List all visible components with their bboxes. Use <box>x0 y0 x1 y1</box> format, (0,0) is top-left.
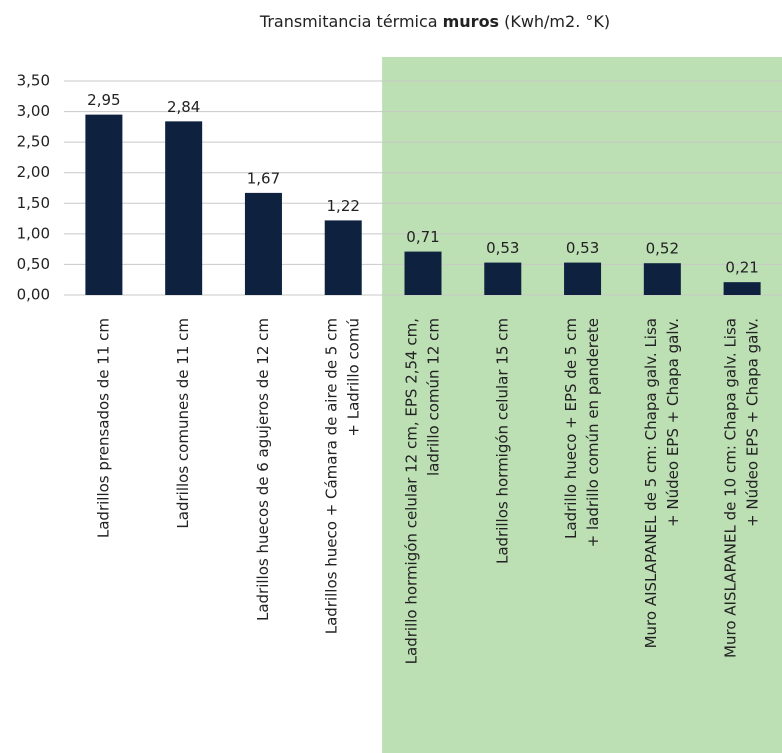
x-tick-label: ladrillo común 12 cm <box>425 318 443 476</box>
x-tick-label: Ladrillo hormigón celular 12 cm, EPS 2,5… <box>403 318 421 664</box>
bar <box>85 114 123 295</box>
bar <box>484 262 522 295</box>
x-tick-label: Muro AISLAPANEL de 5 cm: Chapa galv. Lis… <box>642 318 660 648</box>
x-tick-label: + Núdeo EPS + Chapa galv. <box>744 318 762 527</box>
title-part: (Kwh/m2. °K) <box>504 12 610 31</box>
bar <box>643 263 681 295</box>
bar <box>723 282 761 295</box>
title-bold: muros <box>443 12 499 31</box>
x-tick-label: Muro AISLAPANEL de 10 cm: Chapa galv. Li… <box>722 318 740 658</box>
y-tick-label: 0,00 <box>17 286 50 304</box>
title-part: Transmitancia térmica <box>259 12 438 31</box>
y-tick-label: 0,50 <box>17 255 50 273</box>
x-tick-label: Ladrillo hueco + EPS de 5 cm <box>562 318 580 539</box>
y-tick-label: 1,50 <box>17 194 50 212</box>
x-tick-label: Ladrillos prensados de 11 cm <box>94 318 112 538</box>
y-tick-label: 2,00 <box>17 163 50 181</box>
chart-title: Transmitancia térmica muros (Kwh/m2. °K) <box>259 12 610 31</box>
y-tick-label: 3,50 <box>17 72 50 90</box>
x-tick-label: + ladrillo común en panderete <box>584 318 602 547</box>
bar <box>165 121 203 296</box>
y-tick-label: 1,00 <box>17 224 50 242</box>
value-label: 0,71 <box>406 228 439 246</box>
value-label: 1,67 <box>247 169 280 187</box>
y-tick-label: 3,00 <box>17 102 50 120</box>
value-label: 2,95 <box>87 91 120 109</box>
bar <box>324 220 362 295</box>
value-label: 0,21 <box>725 259 758 277</box>
bar <box>404 251 442 295</box>
x-tick-label: Ladrillos comunes de 11 cm <box>174 318 192 529</box>
x-tick-label: Ladrillos hormigón celular 15 cm <box>493 318 511 564</box>
bar <box>244 192 282 295</box>
x-tick-label: + Ladrillo comú <box>345 318 363 437</box>
value-label: 2,84 <box>167 98 200 116</box>
value-label: 1,22 <box>327 197 360 215</box>
value-label: 0,53 <box>566 239 599 257</box>
x-tick-label: + Núdeo EPS + Chapa galv. <box>664 318 682 527</box>
value-label: 0,53 <box>486 239 519 257</box>
x-tick-label: Ladrillos huecos de 6 agujeros de 12 cm <box>254 318 272 621</box>
bar <box>564 262 602 295</box>
x-tick-label: Ladrillos hueco + Cámara de aire de 5 cm <box>323 318 341 634</box>
value-label: 0,52 <box>646 240 679 258</box>
y-tick-label: 2,50 <box>17 133 50 151</box>
